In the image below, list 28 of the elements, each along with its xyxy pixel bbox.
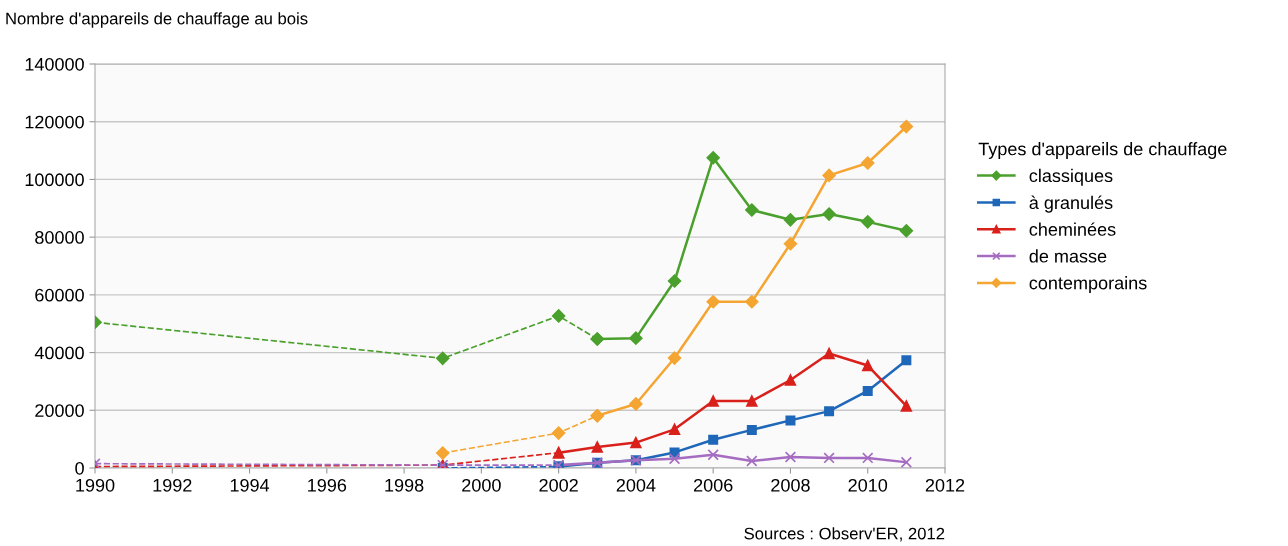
x-tick-label: 2012 <box>925 478 965 492</box>
x-tick-label: 2000 <box>462 478 501 492</box>
x-tick-label: 2004 <box>616 478 656 492</box>
x-tick-label: 1990 <box>76 478 115 492</box>
x-tick-label: 2008 <box>771 478 810 492</box>
y-tick-label: 0 <box>75 461 84 475</box>
y-tick-label: 80000 <box>35 231 84 244</box>
x-tick-label: 2006 <box>694 478 733 492</box>
y-tick-label: 140000 <box>25 57 84 71</box>
x-tick-label: 1992 <box>153 478 192 492</box>
legend-title: Types d'appareils de chauffage <box>978 142 1227 159</box>
y-axis-title: Nombre d'appareils de chauffage au bois <box>6 12 308 28</box>
legend-label: cheminées <box>1029 222 1116 236</box>
y-tick-label: 60000 <box>35 288 84 302</box>
y-tick-label: 20000 <box>35 404 84 418</box>
legend-label: de masse <box>1029 249 1107 263</box>
x-tick-label: 2002 <box>539 478 578 492</box>
y-tick-label: 120000 <box>25 115 84 129</box>
source-note: Sources : Observ'ER, 2012 <box>744 527 945 542</box>
y-tick-label: 100000 <box>25 173 84 187</box>
x-tick-label: 1996 <box>308 478 347 492</box>
y-tick-label: 40000 <box>34 346 84 360</box>
legend-label: classiques <box>1029 168 1113 186</box>
x-tick-label: 2010 <box>848 478 888 492</box>
x-tick-label: 1994 <box>230 478 270 492</box>
legend-label: à granulés <box>1029 195 1113 213</box>
x-tick-label: 1998 <box>385 478 424 492</box>
legend-label: contemporains <box>1029 276 1147 293</box>
